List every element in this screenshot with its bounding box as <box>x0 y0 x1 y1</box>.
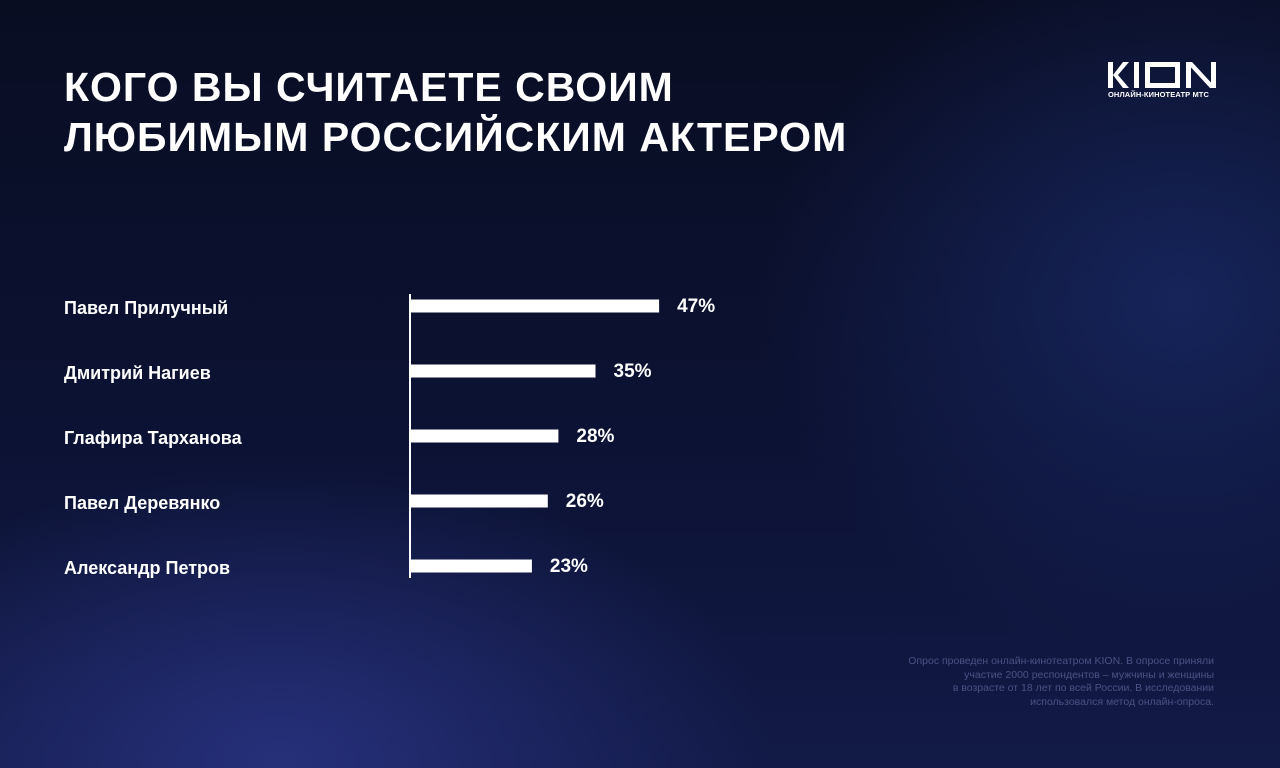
value-label: 28% <box>576 426 614 447</box>
value-label: 23% <box>550 556 588 577</box>
kion-logo: ОНЛАЙН-КИНОТЕАТР МТС <box>1108 62 1218 99</box>
category-label: Павел Деревянко <box>64 493 220 513</box>
footnote-line-1: Опрос проведен онлайн-кинотеатром KION. … <box>908 655 1214 667</box>
bar <box>410 494 548 508</box>
bar <box>410 364 596 378</box>
value-label: 26% <box>566 491 604 512</box>
footnote-line-3: в возрасте от 18 лет по всей России. В и… <box>952 682 1214 694</box>
kion-logo-mark <box>1108 62 1216 88</box>
value-label: 47% <box>677 296 715 317</box>
survey-footnote: Опрос проведен онлайн-кинотеатром KION. … <box>884 655 1214 709</box>
bar <box>410 559 532 573</box>
kion-logo-subtitle: ОНЛАЙН-КИНОТЕАТР МТС <box>1108 90 1209 99</box>
bar <box>410 429 559 443</box>
value-label: 35% <box>614 361 652 382</box>
footnote-line-2: участие 2000 респондентов – мужчины и же… <box>964 668 1214 681</box>
footnote-line-4: использовался метод онлайн-опроса. <box>1030 695 1214 708</box>
chart-title: Кого вы считаете своим любимым российски… <box>64 62 847 162</box>
chart-title-line-2: любимым российским актером <box>64 114 848 160</box>
category-label: Глафира Тарханова <box>64 428 243 448</box>
category-label: Александр Петров <box>64 558 230 578</box>
chart-title-line-1: Кого вы считаете своим <box>64 64 674 110</box>
category-label: Павел Прилучный <box>64 298 228 318</box>
bar <box>410 299 660 313</box>
category-label: Дмитрий Нагиев <box>64 363 211 383</box>
